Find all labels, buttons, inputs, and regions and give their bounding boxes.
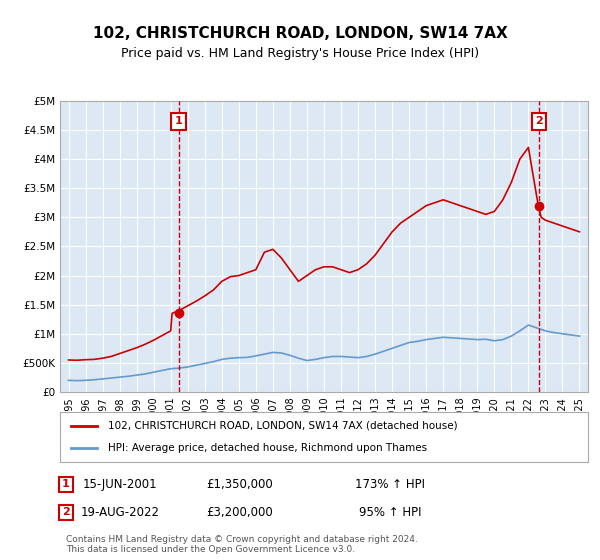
Text: 102, CHRISTCHURCH ROAD, LONDON, SW14 7AX (detached house): 102, CHRISTCHURCH ROAD, LONDON, SW14 7AX… bbox=[107, 421, 457, 431]
Text: 15-JUN-2001: 15-JUN-2001 bbox=[83, 478, 157, 491]
Text: £1,350,000: £1,350,000 bbox=[206, 478, 274, 491]
Text: 1: 1 bbox=[175, 116, 182, 126]
Text: 2: 2 bbox=[62, 507, 70, 517]
Text: 173% ↑ HPI: 173% ↑ HPI bbox=[355, 478, 425, 491]
Text: 102, CHRISTCHURCH ROAD, LONDON, SW14 7AX: 102, CHRISTCHURCH ROAD, LONDON, SW14 7AX bbox=[92, 26, 508, 41]
Text: HPI: Average price, detached house, Richmond upon Thames: HPI: Average price, detached house, Rich… bbox=[107, 443, 427, 453]
Text: 2: 2 bbox=[535, 116, 543, 126]
Text: Price paid vs. HM Land Registry's House Price Index (HPI): Price paid vs. HM Land Registry's House … bbox=[121, 46, 479, 60]
Text: 95% ↑ HPI: 95% ↑ HPI bbox=[359, 506, 421, 519]
Text: Contains HM Land Registry data © Crown copyright and database right 2024.
This d: Contains HM Land Registry data © Crown c… bbox=[66, 535, 418, 554]
Text: £3,200,000: £3,200,000 bbox=[206, 506, 274, 519]
Text: 19-AUG-2022: 19-AUG-2022 bbox=[80, 506, 160, 519]
Text: 1: 1 bbox=[62, 479, 70, 489]
